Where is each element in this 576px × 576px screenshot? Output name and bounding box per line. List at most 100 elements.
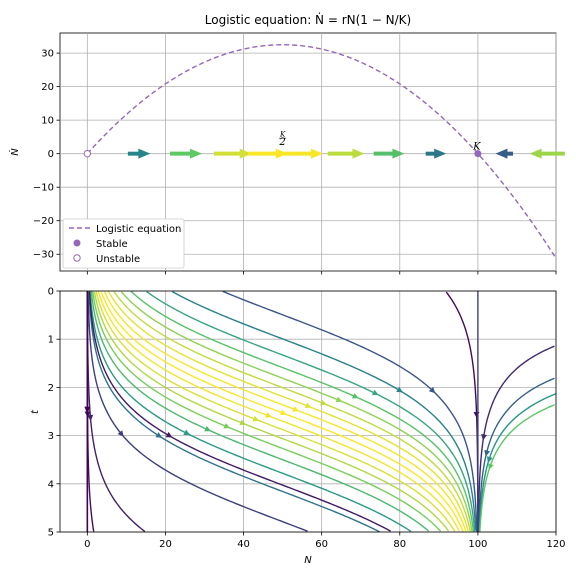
streamline-arrow [481,433,487,441]
top-chart: −30 −20 −10 0 10 20 30 K 2 K Ṅ Logistic equat… [8,32,565,275]
flow-arrow [248,148,288,159]
top-ticks: −30 −20 −10 0 10 20 30 [33,49,557,275]
streamline-path [89,291,412,532]
streamline [130,291,475,532]
streamline [93,291,450,532]
streamline [478,377,555,532]
streamline-arrow [155,432,163,438]
streamline [88,291,380,532]
streamline-arrow [428,386,436,394]
flow-arrow [327,148,365,159]
streamline-path [100,291,464,532]
streamline-path [146,291,476,532]
streamline [113,291,472,532]
top-ytick-label: −30 [33,250,54,261]
streamline-arrow [320,399,327,406]
flow-arrow-head [239,148,252,159]
flow-arrow-head [352,148,365,159]
streamline [97,291,460,532]
streamlines [84,291,556,532]
bottom-xtick-label: 120 [546,539,565,550]
flow-arrow [127,148,151,159]
streamline-arrow [335,396,343,403]
annotation-k-half-num: K [279,131,286,139]
top-ytick-label: 30 [41,49,54,60]
flow-arrow [169,148,202,159]
streamline-path [87,292,308,532]
legend-unstable-marker [73,254,81,262]
flow-arrow [283,148,323,159]
streamline-arrow [265,412,272,418]
streamline-path [171,291,477,531]
bottom-xtick-label: 100 [468,539,487,550]
streamline-arrow [484,449,491,457]
bottom-ytick-label: 4 [48,479,54,490]
top-chart-title: Logistic equation: Ṅ = rN(1 − N/K) [205,12,411,27]
streamline-path [91,291,442,532]
streamline [222,291,478,532]
bottom-chart: 0 20 40 60 80 100 120 0 1 2 3 4 5 N t [30,287,566,567]
streamline [171,291,477,531]
bottom-ylabel: t [30,409,41,414]
streamline-path [479,404,555,532]
streamline [91,291,442,532]
streamline-arrow [352,392,359,399]
annotation-k: K [472,142,481,153]
streamline-n0-arrow [84,406,91,414]
streamline-path [88,291,391,532]
top-ylabel: Ṅ [8,148,21,156]
top-ytick-label: −10 [33,183,54,194]
bottom-xtick-label: 20 [159,539,172,550]
streamline-path [93,291,450,532]
streamline [146,291,476,532]
streamline [103,291,467,532]
bottom-ytick-label: 2 [48,383,54,394]
flow-arrow-head [495,148,508,159]
bottom-plot-frame [59,290,557,533]
streamline [479,404,555,532]
flow-arrow [425,148,447,159]
streamline [95,291,456,532]
legend: Logistic equation Stable Unstable [62,218,185,269]
bottom-xtick-label: 40 [237,539,250,550]
streamline [478,393,556,531]
streamline-arrow [371,389,379,396]
bottom-ticks: 0 20 40 60 80 100 120 0 1 2 3 4 5 [48,287,566,551]
bottom-ytick-label: 5 [48,528,54,539]
legend-item-unstable: Unstable [96,254,140,265]
top-ytick-label: 20 [41,82,54,93]
streamline [100,291,464,532]
streamline-arrow [304,402,312,409]
streamline [89,291,412,532]
bottom-xlabel: N [304,555,312,566]
streamline-path [477,345,555,532]
flow-arrow-head [392,148,405,159]
streamline-arrow [87,414,94,422]
flow-arrow [373,148,405,159]
streamline-path [120,291,473,532]
annotation-k-half: K [279,131,286,139]
streamline-arrow [117,430,124,437]
fixed-points [83,149,482,158]
bottom-ytick-label: 0 [48,287,54,298]
streamline-arrow [488,463,494,470]
bottom-plot-area [60,291,556,532]
flow-arrow-head [529,148,542,159]
streamline [107,291,469,532]
streamline [477,345,555,532]
bottom-ytick-label: 1 [48,335,54,346]
streamline [88,291,391,532]
flow-arrow-head [138,148,151,159]
streamline-arrow [486,456,493,463]
bottom-xtick-label: 80 [393,539,406,550]
flow-arrow-head [310,148,323,159]
top-ytick-label: 0 [48,149,54,160]
streamline [87,292,308,532]
legend-stable-marker [73,239,81,247]
streamline-arrow [239,419,247,426]
bottom-xtick-label: 60 [315,539,328,550]
streamline-arrow [204,425,211,432]
streamline-arrow [165,431,173,438]
legend-box [62,218,185,269]
